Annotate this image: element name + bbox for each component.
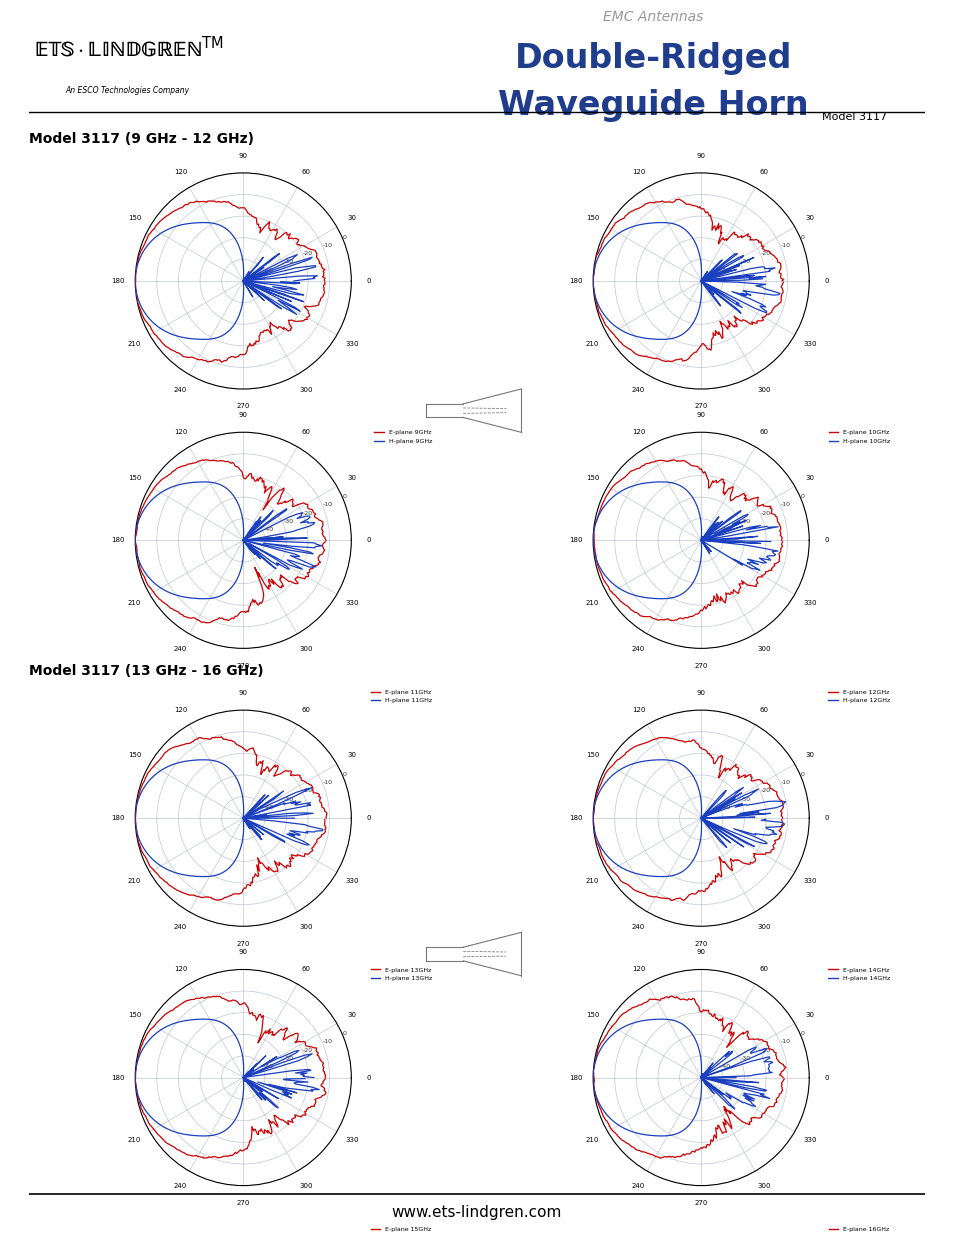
Legend: E-plane 15GHz, H-plane 15GHz: E-plane 15GHz, H-plane 15GHz: [368, 1224, 435, 1235]
Legend: E-plane 12GHz, H-plane 12GHz: E-plane 12GHz, H-plane 12GHz: [825, 687, 892, 705]
Legend: E-plane 16GHz, H-plane 16GHz: E-plane 16GHz, H-plane 16GHz: [825, 1224, 892, 1235]
Text: EMC Antennas: EMC Antennas: [602, 10, 703, 23]
Legend: E-plane 13GHz, H-plane 13GHz: E-plane 13GHz, H-plane 13GHz: [368, 965, 435, 983]
Legend: E-plane 14GHz, H-plane 14GHz: E-plane 14GHz, H-plane 14GHz: [825, 965, 892, 983]
Text: An ESCO Technologies Company: An ESCO Technologies Company: [66, 86, 190, 95]
Text: www.ets-lindgren.com: www.ets-lindgren.com: [392, 1205, 561, 1220]
Text: Model 3117: Model 3117: [821, 112, 886, 122]
Text: Waveguide Horn: Waveguide Horn: [497, 89, 808, 122]
Legend: E-plane 9GHz, H-plane 9GHz: E-plane 9GHz, H-plane 9GHz: [372, 427, 435, 446]
Legend: E-plane 11GHz, H-plane 11GHz: E-plane 11GHz, H-plane 11GHz: [368, 687, 435, 705]
Text: Model 3117 (9 GHz - 12 GHz): Model 3117 (9 GHz - 12 GHz): [29, 132, 253, 146]
Text: Model 3117 (13 GHz - 16 GHz): Model 3117 (13 GHz - 16 GHz): [29, 664, 263, 678]
Legend: E-plane 10GHz, H-plane 10GHz: E-plane 10GHz, H-plane 10GHz: [825, 427, 892, 446]
Text: $\mathbf{\mathbb{ETS \cdot LINDGREN}^{\rm TM}}$: $\mathbf{\mathbb{ETS \cdot LINDGREN}^{\r…: [34, 36, 224, 61]
Text: Double-Ridged: Double-Ridged: [515, 42, 791, 74]
